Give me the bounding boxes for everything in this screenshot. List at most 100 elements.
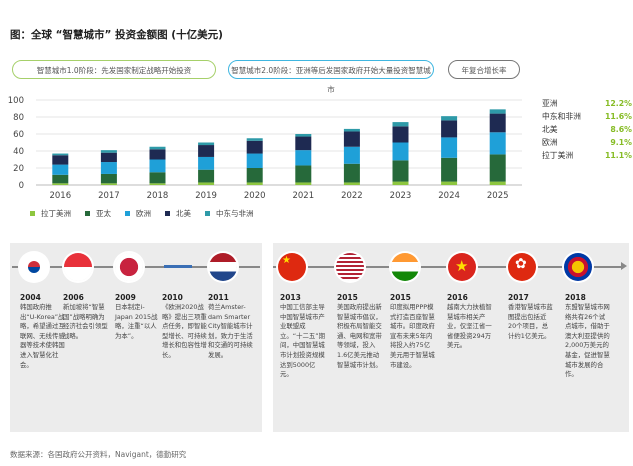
bar-segment <box>343 146 360 164</box>
cagr-value: 8.6% <box>610 125 632 134</box>
timeline-arrow-icon <box>621 262 627 270</box>
bar-segment <box>149 159 166 173</box>
x-tick-label: 2017 <box>98 191 120 201</box>
legend-label: 拉丁美洲 <box>41 209 71 218</box>
bar-segment <box>100 152 117 163</box>
cagr-row: 北美 8.6% <box>542 123 632 136</box>
event-description: 荷兰Amster-dam Smarter City智能城市计划，致力于生活和交通… <box>208 303 253 359</box>
source-note: 数据来源：各国政府公开资料，Navigant，德勤研究 <box>10 450 187 459</box>
cagr-region: 北美 <box>542 125 558 134</box>
bar-segment <box>246 182 263 185</box>
event-year: 2017 <box>508 293 529 302</box>
cagr-list: 亚洲 12.2% 中东和非洲 11.6% 北美 8.6% 欧洲 9.1% 拉丁美洲 11.… <box>542 97 632 162</box>
bar-segment <box>392 181 409 185</box>
event-description: 韩国政府推出“U-Korea”战略，希望通过互联网、无线传感器等技术使韩国进入智… <box>20 303 65 369</box>
legend-swatch <box>205 211 210 216</box>
x-tick-label: 2023 <box>390 191 412 201</box>
bar-segment <box>198 169 215 183</box>
x-tick-label: 2022 <box>341 191 363 201</box>
timeline-event: 2011 荷兰Amster-dam Smarter City智能城市计划，致力于生… <box>208 293 254 361</box>
legend-item: 北美 <box>165 208 191 219</box>
usa-flag-icon <box>336 253 364 281</box>
bar-segment <box>100 150 117 153</box>
phase-2-label: 智慧城市2.0阶段：亚洲等后发国家政府开始大量投资智慧城市 <box>228 60 434 94</box>
bar-segment <box>295 150 312 166</box>
event-description: 美国政府提出新智慧城市倡议，积极布局智能交通、电网和宽带等领域，投入1.6亿美元… <box>337 303 382 369</box>
bar-segment <box>198 142 215 146</box>
y-tick-label: 80 <box>13 113 24 123</box>
x-tick-label: 2024 <box>438 191 460 201</box>
bar-segment <box>198 182 215 185</box>
event-description: 中国工信部主导中国智慧城市产业联盟成立。“十二五”期间，中国智慧城市计划投资规模… <box>280 303 325 379</box>
bar-segment <box>295 182 312 185</box>
bar-segment <box>489 113 506 133</box>
legend-label: 中东与非洲 <box>216 209 254 218</box>
netherlands-flag-icon <box>209 253 237 281</box>
event-description: 日本制定i-Japan 2015战略，注重“以人为本”。 <box>115 303 158 340</box>
bar-segment <box>246 138 263 141</box>
cagr-header: 年复合增长率 <box>448 60 520 79</box>
bar-segment <box>52 174 69 184</box>
legend-item: 中东与非洲 <box>205 208 254 219</box>
y-tick-label: 20 <box>13 164 24 174</box>
event-description: 印度拟用PPP模式打造百座智慧城市。印度政府宣布未来5年内将投入约75亿美元用于… <box>390 303 435 369</box>
bar-segment <box>489 109 506 114</box>
timeline-event: 2017 香港智慧城市蓝图提出包括近20个项目，总计约1亿美元。 <box>508 293 554 341</box>
bar-segment <box>343 128 360 132</box>
bar-segment <box>343 182 360 185</box>
bar-segment <box>246 140 263 154</box>
bar-segment <box>295 165 312 183</box>
legend-swatch <box>85 211 90 216</box>
event-year: 2006 <box>63 293 84 302</box>
bar-segment <box>100 173 117 184</box>
timeline-event: 2016 越南大力扶植智慧城市相关产业，仅坚江省一省便投资294万美元。 <box>447 293 493 351</box>
bar-segment <box>392 160 409 182</box>
event-description: 越南大力扶植智慧城市相关产业，仅坚江省一省便投资294万美元。 <box>447 303 492 350</box>
bar-segment <box>489 132 506 155</box>
y-tick-label: 60 <box>13 130 24 140</box>
bar-segment <box>441 137 458 158</box>
legend-item: 欧洲 <box>125 208 151 219</box>
legend-label: 北美 <box>176 209 191 218</box>
eu-flag-line-icon <box>164 265 192 268</box>
legend-swatch <box>30 211 35 216</box>
bar-segment <box>343 131 360 147</box>
cagr-value: 11.6% <box>604 112 632 121</box>
event-description: 《欧洲2020战略》提出三项重点任务，即智能型增长、可持续增长和包容性增长。 <box>162 303 207 359</box>
cagr-value: 9.1% <box>610 138 632 147</box>
legend-item: 亚太 <box>85 208 111 219</box>
cagr-region: 拉丁美洲 <box>542 151 574 160</box>
x-tick-label: 2025 <box>487 191 509 201</box>
cagr-value: 11.1% <box>604 151 632 160</box>
bar-segment <box>52 153 69 156</box>
cagr-region: 亚洲 <box>542 99 558 108</box>
bar-segment <box>246 153 263 168</box>
legend-swatch <box>165 211 170 216</box>
event-year: 2013 <box>280 293 301 302</box>
figure-title: 图：全球 “智慧城市” 投资金额图 (十亿美元) <box>10 29 223 41</box>
event-year: 2015 <box>390 293 411 302</box>
bar-segment <box>489 154 506 182</box>
x-tick-label: 2020 <box>244 191 266 201</box>
timeline-event: 2004 韩国政府推出“U-Korea”战略，希望通过互联网、无线传感器等技术使韩… <box>20 293 66 370</box>
bar-segment <box>52 164 69 175</box>
legend-label: 欧洲 <box>136 209 151 218</box>
bar-segment <box>295 136 312 151</box>
event-year: 2015 <box>337 293 358 302</box>
korea-flag-icon <box>20 253 48 281</box>
bar-segment <box>441 181 458 185</box>
bar-segment <box>100 183 117 185</box>
y-tick-label: 0 <box>19 181 24 191</box>
event-year: 2004 <box>20 293 41 302</box>
bar-segment <box>52 183 69 185</box>
bar-segment <box>246 168 263 183</box>
bar-segment <box>441 116 458 121</box>
bar-segment <box>149 149 166 160</box>
bar-segment <box>198 145 215 157</box>
timeline-event: 2010 《欧洲2020战略》提出三项重点任务，即智能型增长、可持续增长和包容性增… <box>162 293 208 361</box>
bar-segment <box>392 126 409 143</box>
timeline-event: 2018 东盟智慧城市网络共有26个试点城市，借助于澳大利亚提供的2,000万美元… <box>565 293 611 380</box>
legend-item: 拉丁美洲 <box>30 208 71 219</box>
asean-flag-icon <box>564 253 592 281</box>
